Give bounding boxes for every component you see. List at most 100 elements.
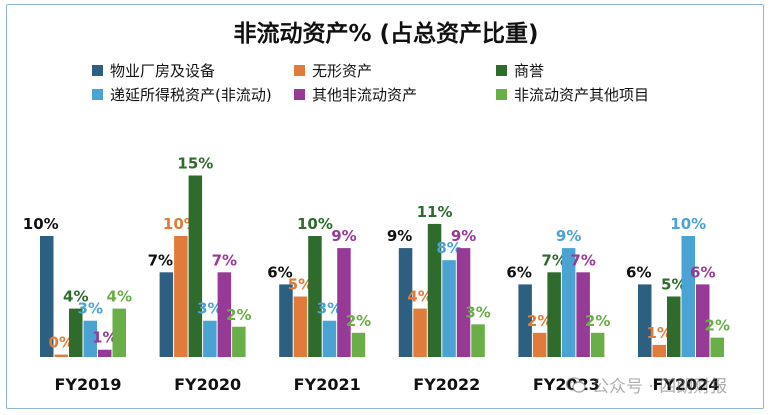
x-tick-label: FY2022 (413, 375, 480, 394)
data-label: 1% (92, 329, 117, 347)
bar-FY2019-s5 (112, 308, 126, 357)
data-label: 3% (197, 300, 222, 318)
bar-FY2024-s2 (667, 296, 681, 357)
data-label: 15% (177, 155, 213, 173)
bar-FY2022-s3 (442, 260, 456, 357)
data-label: 3% (465, 303, 490, 321)
bar-FY2024-s4 (696, 284, 710, 357)
x-tick-label: FY2019 (54, 375, 121, 394)
legend-item-1: 无形资产 (294, 60, 372, 81)
data-label: 10% (23, 215, 59, 233)
data-label: 9% (451, 227, 476, 245)
bar-FY2021-s5 (351, 332, 366, 357)
data-label: 10% (297, 215, 333, 233)
bar-FY2021-s1 (293, 296, 308, 357)
data-label: 5% (288, 276, 313, 294)
bar-FY2022-s4 (456, 248, 471, 357)
data-label: 3% (317, 300, 342, 318)
bar-FY2021-s4 (337, 248, 351, 357)
data-label: 4% (63, 288, 88, 306)
x-tick-label: FY2021 (294, 375, 361, 394)
data-label: 2% (527, 312, 552, 330)
data-label: 6% (506, 263, 531, 281)
bar-FY2024-s3 (681, 236, 695, 357)
legend-label: 其他非流动资产 (312, 86, 418, 104)
data-label: 4% (107, 288, 132, 306)
bar-FY2022-s1 (413, 308, 427, 357)
bar-FY2021-s3 (322, 320, 337, 357)
data-label: 9% (387, 227, 412, 245)
data-label: 6% (690, 263, 715, 281)
data-label: 7% (212, 251, 237, 269)
x-tick-label: FY2024 (652, 375, 719, 394)
legend-swatch (496, 65, 507, 76)
bar-FY2019-s0 (40, 236, 54, 357)
data-label: 9% (556, 227, 581, 245)
data-label: 11% (417, 203, 453, 221)
bar-FY2019-s1 (54, 354, 68, 357)
bar-FY2022-s5 (471, 324, 485, 357)
bar-FY2024-s5 (710, 337, 724, 357)
legend-label: 非流动资产其他项目 (514, 86, 650, 104)
legend-item-3: 递延所得税资产(非流动) (92, 84, 272, 105)
bar-FY2020-s4 (217, 272, 232, 357)
data-label: 7% (541, 251, 566, 269)
data-label: 6% (626, 263, 651, 281)
watermark: 公众号 · 四朗财报 (566, 372, 727, 397)
data-label: 7% (570, 251, 595, 269)
bar-FY2024-s1 (652, 344, 666, 357)
bar-FY2020-s1 (174, 236, 188, 357)
bar-FY2023-s0 (518, 284, 532, 357)
legend-item-2: 商誉 (496, 60, 544, 81)
data-label: 6% (267, 263, 292, 281)
data-label: 5% (661, 276, 686, 294)
data-label: 2% (585, 312, 610, 330)
data-label: 2% (346, 312, 371, 330)
bar-FY2020-s5 (232, 326, 246, 357)
bar-FY2019-s4 (98, 349, 112, 357)
bar-FY2024-s0 (638, 284, 652, 357)
data-label: 0% (49, 334, 74, 352)
data-label: 3% (78, 300, 103, 318)
data-label: 2% (226, 306, 251, 324)
legend-swatch (294, 65, 305, 76)
bar-FY2022-s2 (427, 223, 442, 357)
bar-FY2023-s1 (532, 332, 547, 357)
bar-FY2023-s2 (547, 272, 561, 357)
legend-label: 无形资产 (312, 62, 373, 80)
legend-swatch (294, 89, 305, 100)
data-label: 10% (670, 215, 706, 233)
bar-FY2021-s2 (308, 236, 322, 357)
bar-FY2023-s3 (561, 248, 576, 357)
legend-label: 物业厂房及设备 (110, 62, 216, 80)
legend-item-0: 物业厂房及设备 (92, 60, 215, 81)
chart-title: 非流动资产% (占总资产比重) (233, 21, 539, 47)
bar-FY2019-s3 (83, 320, 97, 357)
bar-FY2020-s0 (159, 272, 174, 357)
bar-FY2020-s3 (203, 320, 217, 357)
legend-swatch (92, 65, 103, 76)
legend-item-5: 非流动资产其他项目 (496, 84, 649, 105)
legend-label: 商誉 (514, 62, 545, 80)
bar-FY2023-s4 (576, 272, 590, 357)
bar-FY2019-s2 (69, 308, 83, 357)
legend-swatch (92, 89, 103, 100)
watermark-text: 公众号 · 四朗财报 (592, 377, 728, 397)
data-label: 4% (407, 288, 432, 306)
data-label: 2% (705, 317, 730, 335)
bar-FY2022-s0 (398, 248, 413, 357)
legend: 物业厂房及设备 无形资产 商誉递延所得税资产(非流动) 其他非流动资产 非流动资产其他项… (0, 0, 772, 110)
data-label: 1% (647, 324, 672, 342)
wechat-icon (566, 376, 586, 393)
x-tick-label: FY2020 (174, 375, 241, 394)
data-label: 7% (148, 251, 173, 269)
legend-swatch (496, 89, 507, 100)
legend-item-4: 其他非流动资产 (294, 84, 417, 105)
chart-frame (6, 4, 764, 409)
legend-label: 递延所得税资产(非流动) (110, 86, 272, 104)
data-label: 8% (436, 239, 461, 257)
bar-FY2021-s0 (279, 284, 293, 357)
bar-FY2023-s5 (590, 332, 605, 357)
data-label: 9% (331, 227, 356, 245)
